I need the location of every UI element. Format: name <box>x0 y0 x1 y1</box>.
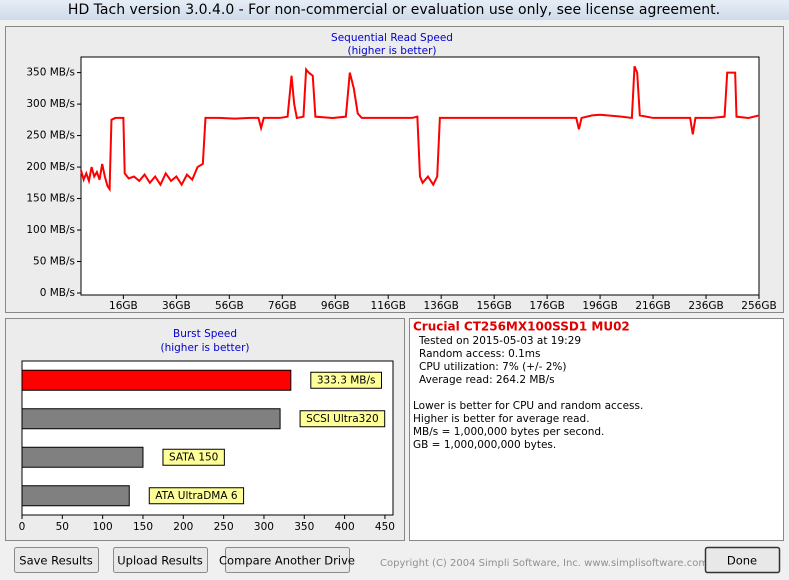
y-tick-label: 350 MB/s <box>26 67 75 79</box>
detail: CPU utilization: 7% (+/- 2%) <box>419 361 566 373</box>
button-label[interactable]: Done <box>727 554 757 568</box>
y-tick-label: 50 MB/s <box>33 256 75 268</box>
x-tick-label: 16GB <box>109 300 138 312</box>
drive-name: Crucial CT256MX100SSD1 MU02 <box>413 320 630 334</box>
buttons: Save Results Upload Results Compare Anothe… <box>14 546 781 574</box>
y-tick-label: 100 MB/s <box>26 224 75 236</box>
button[interactable] <box>14 547 99 573</box>
x-tick-label: 250 <box>214 521 234 533</box>
y-tick-label: 150 MB/s <box>26 193 75 205</box>
burst-title: Burst Speed <box>173 328 237 340</box>
x-tick-label: 156GB <box>476 300 511 312</box>
x-tick-label: 176GB <box>529 300 564 312</box>
x-tick-label: 216GB <box>635 300 670 312</box>
burst-bar <box>21 446 144 468</box>
detail: Random access: 0.1ms <box>419 348 540 360</box>
x-tick-label: 256GB <box>741 300 776 312</box>
x-tick-label: 350 <box>294 521 314 533</box>
x-tick-label: 96GB <box>321 300 350 312</box>
burst-bar <box>21 408 281 430</box>
x-tick-label: 76GB <box>268 300 297 312</box>
button[interactable] <box>225 547 350 573</box>
x-tick-label: 50 <box>56 521 69 533</box>
x-tick-label: 150 <box>133 521 153 533</box>
button-label[interactable]: Save Results <box>19 554 92 568</box>
button-label[interactable]: Upload Results <box>117 554 202 568</box>
button-label[interactable]: Compare Another Drive <box>219 554 355 568</box>
y-tick-label: 200 MB/s <box>26 161 75 173</box>
button[interactable] <box>113 547 208 573</box>
read-subtitle: (higher is better) <box>347 45 436 57</box>
x-tick-label: 36GB <box>162 300 191 312</box>
note: MB/s = 1,000,000 bytes per second. <box>413 426 604 438</box>
bar-label: 333.3 MB/s <box>317 374 376 386</box>
x-tick-label: 100 <box>93 521 113 533</box>
x-tick-label: 400 <box>335 521 355 533</box>
label-box <box>148 487 245 505</box>
burst-subtitle: (higher is better) <box>160 342 249 354</box>
button[interactable] <box>704 546 781 574</box>
info-panel <box>409 318 784 541</box>
x-tick-label: 236GB <box>688 300 723 312</box>
label-box <box>310 371 382 389</box>
x-tick-label: 56GB <box>215 300 244 312</box>
read-speed-line <box>80 65 760 193</box>
bar-label: SCSI Ultra320 <box>306 413 379 425</box>
x-tick-label: 200 <box>173 521 193 533</box>
x-tick-label: 196GB <box>582 300 617 312</box>
x-tick-label: 136GB <box>423 300 458 312</box>
label-box <box>299 410 386 428</box>
read-title: Sequential Read Speed <box>331 32 453 44</box>
x-tick-label: 116GB <box>371 300 406 312</box>
bar-label: ATA UltraDMA 6 <box>155 490 238 502</box>
detail: Average read: 264.2 MB/s <box>419 374 555 386</box>
y-tick-label: 300 MB/s <box>26 98 75 110</box>
x-tick-label: 300 <box>254 521 274 533</box>
copyright: Copyright (C) 2004 Simpli Software, Inc.… <box>380 558 708 569</box>
note: GB = 1,000,000,000 bytes. <box>413 439 556 451</box>
burst-bar <box>21 369 292 391</box>
title-bar <box>0 0 789 20</box>
x-tick-label: 0 <box>19 521 26 533</box>
y-tick-label: 0 MB/s <box>40 287 75 299</box>
bar-label: SATA 150 <box>169 451 218 463</box>
burst-bar <box>21 485 130 507</box>
note: Lower is better for CPU and random acces… <box>413 400 643 412</box>
detail: Tested on 2015-05-03 at 19:29 <box>418 335 581 347</box>
label-box <box>162 448 225 466</box>
window-title: HD Tach version 3.0.4.0 - For non-commer… <box>68 2 720 18</box>
note: Higher is better for average read. <box>413 413 590 425</box>
y-tick-label: 250 MB/s <box>26 130 75 142</box>
x-tick-label: 450 <box>375 521 395 533</box>
